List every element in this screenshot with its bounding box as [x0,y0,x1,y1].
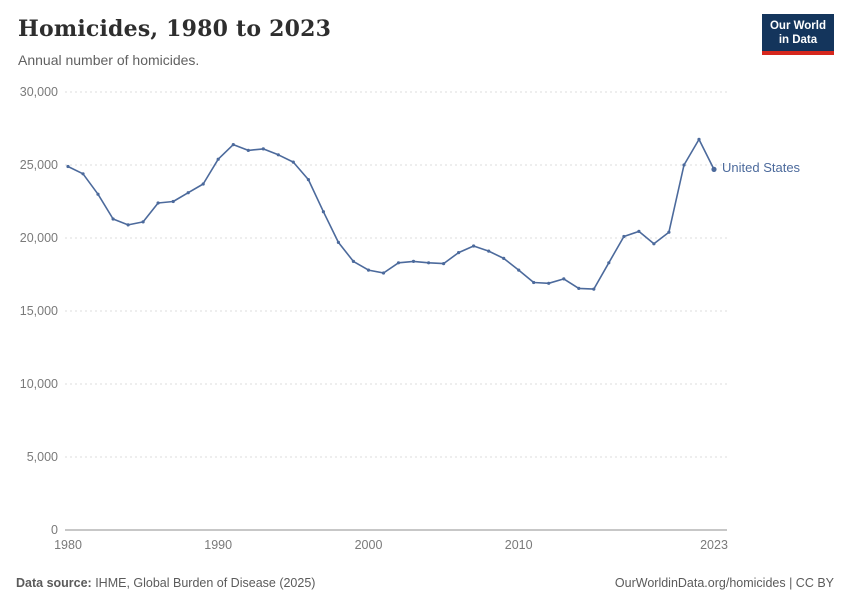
data-point [351,259,355,263]
y-tick-label: 25,000 [20,158,58,172]
data-point [457,251,461,255]
data-point [186,191,190,195]
data-point [652,242,656,246]
owid-logo[interactable]: Our World in Data [761,14,834,55]
data-point [231,143,235,147]
data-point [517,268,521,272]
data-point [261,147,265,151]
data-point [637,229,641,233]
data-point [216,157,220,161]
x-tick-label: 1980 [54,538,82,552]
data-point [562,277,566,281]
data-point [442,262,446,266]
x-tick-label: 2010 [505,538,533,552]
y-tick-label: 20,000 [20,231,58,245]
data-source-note: Data source: IHME, Global Burden of Dise… [16,576,315,590]
data-point [141,220,145,224]
data-point [622,234,626,239]
data-point [306,178,310,182]
data-point [592,287,596,291]
chart-footer: Data source: IHME, Global Burden of Dise… [0,566,850,600]
data-point [171,199,175,204]
data-point [427,261,431,265]
data-point [472,244,476,248]
data-point [81,172,85,176]
y-tick-label: 5,000 [27,450,58,464]
chart-title: Homicides, 1980 to 2023 [18,16,332,42]
y-tick-label: 30,000 [20,85,58,99]
series-label: United States [722,160,801,176]
data-point [96,192,100,196]
data-point [111,217,115,221]
data-point [502,256,506,260]
owid-logo-line1: Our World [769,20,826,32]
data-point [276,153,280,157]
data-point [411,259,416,263]
data-point [366,268,371,272]
data-point [381,271,386,275]
data-point [246,148,250,152]
data-point [667,230,671,234]
data-point [201,182,205,186]
chart-subtitle: Annual number of homicides. [18,52,200,68]
data-point [336,240,340,244]
data-point [682,163,686,167]
data-point [396,261,401,265]
end-point [711,166,717,172]
data-point [607,261,611,265]
owid-logo-line2: in Data [778,34,818,47]
data-point [126,223,130,227]
data-source-label: Data source: [16,576,92,590]
data-point [697,137,701,141]
x-tick-label: 2000 [355,538,383,552]
data-point [66,164,70,169]
data-point [291,160,295,164]
license-link[interactable]: OurWorldinData.org/homicides | CC BY [614,576,834,590]
x-tick-label: 2023 [700,538,728,552]
y-tick-label: 15,000 [20,304,58,318]
data-point [321,210,325,214]
data-point [487,249,491,253]
y-tick-label: 10,000 [20,377,58,391]
data-point [532,280,536,285]
data-source-text: IHME, Global Burden of Disease (2025) [91,576,316,590]
series-line-united-states [67,138,715,290]
data-point [156,201,160,205]
y-tick-label: 0 [51,523,58,537]
x-tick-label: 1990 [204,538,232,552]
data-point [577,286,581,290]
data-point [547,281,551,285]
